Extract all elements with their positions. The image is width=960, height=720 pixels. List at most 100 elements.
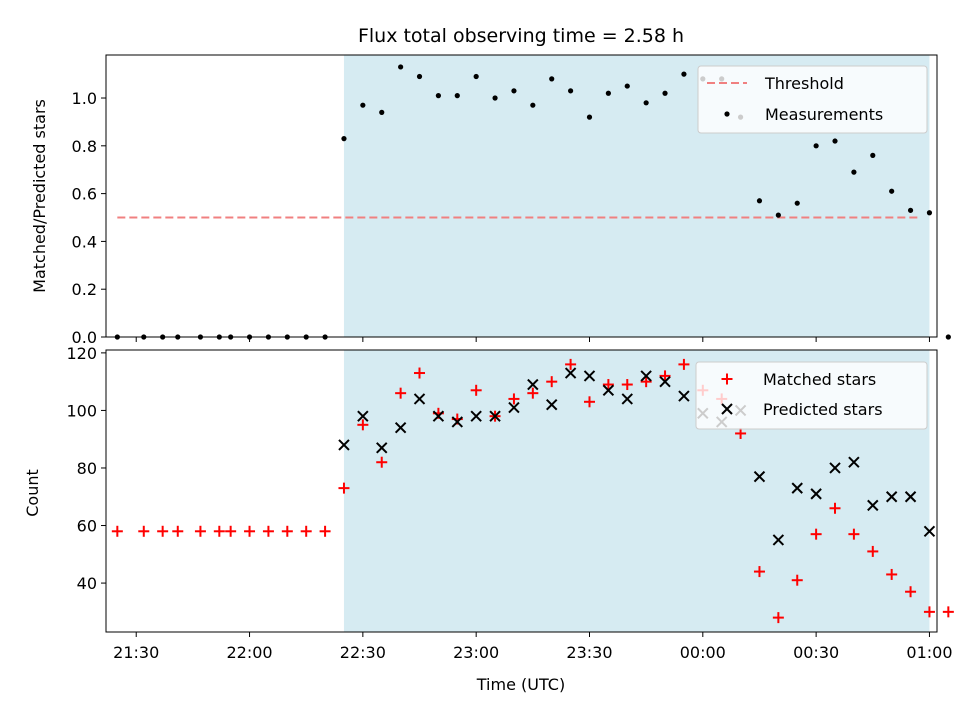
bottom-legend: Matched stars Predicted stars [695,361,928,430]
matched-star-point [583,396,595,408]
legend-measurements-label: Measurements [765,105,883,124]
legend-predicted-swatch [721,403,733,415]
bottom-y-ticks: 40 60 80 100 120 [66,344,106,593]
bottom-panel: 40 60 80 100 120 21:30 22:00 22:30 23:00 23:30 00… [23,344,954,694]
measurement-point [794,200,800,206]
x-axis-label: Time (UTC) [476,675,565,694]
measurement-point [662,90,668,96]
top-legend: Threshold Measurements [697,65,928,134]
predicted-star-point [810,488,822,500]
measurement-point [530,102,536,108]
predicted-star-point [602,384,615,396]
bottom-legend-box [695,361,928,430]
legend-measurements-swatch [724,111,730,117]
measurement-point [775,212,781,218]
matched-star-point [319,525,331,537]
legend-threshold-label: Threshold [764,74,844,93]
matched-star-point [338,482,350,494]
predicted-star-point [583,370,596,382]
bottom-y-tick-label: 100 [66,401,97,420]
top-y-tick-label: 0.2 [72,280,97,299]
measurement-point [549,76,555,82]
matched-star-point [772,612,784,624]
bottom-y-tick-label: 40 [77,574,97,593]
measurement-point [681,71,687,77]
measurement-point [511,88,517,94]
x-tick-label: 23:30 [566,643,612,662]
top-y-tick-label: 0.0 [72,328,97,347]
matched-star-point [753,566,765,578]
predicted-star-point [376,442,388,454]
top-axes-frame [105,54,938,338]
matched-star-point [262,525,274,537]
matched-star-point [829,502,841,514]
matched-star-point [213,525,225,537]
matched-star-point [157,525,169,537]
predicted-star-point [508,401,520,414]
matched-star-point [281,525,293,537]
predicted-star-point [829,462,841,474]
matched-star-point [923,606,935,618]
legend-matched-marker [721,373,733,385]
top-y-tick-label: 0.6 [72,185,97,204]
measurement-point [435,93,441,99]
matched-star-point [810,528,822,540]
measurement-point [605,90,611,96]
legend-predicted-label: Predicted stars [763,400,883,419]
matched-star-point [244,525,256,537]
predicted-star-point [394,421,407,434]
matched-star-point [565,358,577,370]
predicted-star-point [546,398,558,411]
x-tick-label: 21:30 [113,643,159,662]
measurement-point [907,207,914,213]
top-y-tick-label: 0.8 [72,137,97,156]
predicted-star-point [659,375,671,388]
measurement-point [756,198,763,204]
matched-star-point [414,367,426,379]
predicted-star-point [753,470,766,483]
top-y-tick-label: 1.0 [72,89,97,108]
predicted-star-point [432,410,445,422]
top-legend-box [697,65,928,134]
bottom-y-tick-label: 60 [77,517,97,536]
predicted-star-point [678,390,690,402]
top-y-axis-label: Matched/Predicted stars [30,99,49,293]
matched-star-point [886,568,898,580]
predicted-star-point [489,410,501,422]
x-tick-label: 22:00 [226,643,272,662]
matched-star-point [138,525,150,537]
measurement-point [586,114,593,120]
legend-matched-label: Matched stars [763,370,876,389]
measurement-point [398,64,404,70]
x-tick-label: 00:30 [793,643,839,662]
predicted-star-point [867,499,879,512]
matched-star-point [942,606,954,618]
matched-star-point [508,393,520,405]
matched-star-point [111,525,123,537]
measurement-point [379,109,385,115]
measurement-point [643,100,649,106]
matched-star-point [735,427,747,439]
top-panel: 0.0 0.2 0.4 0.6 0.8 1.0 Matched/Predicted sta… [30,54,951,347]
predicted-star-point [338,439,350,451]
measurement-point [341,136,347,142]
matched-star-point [194,525,206,537]
measurement-point [568,88,574,94]
bottom-y-tick-label: 120 [66,344,97,363]
matched-star-point [602,379,614,391]
matched-star-point [357,419,369,431]
matched-star-point [848,528,860,540]
measurement-point [926,210,933,216]
predicted-star-point [923,525,936,537]
matched-star-point [621,379,633,391]
measurement-point [851,169,857,175]
top-y-ticks: 0.0 0.2 0.4 0.6 0.8 1.0 [72,89,106,347]
predicted-star-point [357,410,369,422]
measurement-point [473,73,479,80]
matched-star-point [546,376,558,388]
predicted-star-point [848,456,860,468]
matched-star-point [867,545,879,557]
bottom-y-tick-label: 80 [77,459,97,478]
chart-title: Flux total observing time = 2.58 h [358,25,684,47]
matched-star-point [905,586,917,598]
